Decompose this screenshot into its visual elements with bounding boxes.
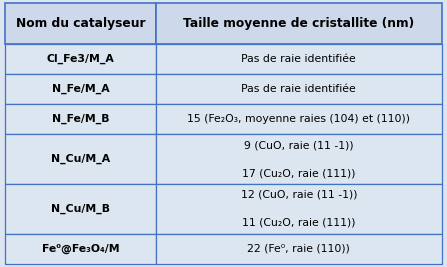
Text: N_Cu/M_A: N_Cu/M_A — [51, 154, 110, 164]
Bar — [156, 74, 442, 104]
Text: 17 (Cu₂O, raie (111)): 17 (Cu₂O, raie (111)) — [242, 168, 355, 178]
Text: N_Fe/M_A: N_Fe/M_A — [52, 84, 110, 94]
Text: Taille moyenne de cristallite (nm): Taille moyenne de cristallite (nm) — [183, 17, 414, 30]
Bar — [156, 3, 442, 44]
Text: 9 (CuO, raie (11 -1)): 9 (CuO, raie (11 -1)) — [244, 140, 354, 150]
Text: N_Fe/M_B: N_Fe/M_B — [52, 114, 110, 124]
Text: 15 (Fe₂O₃, moyenne raies (104) et (110)): 15 (Fe₂O₃, moyenne raies (104) et (110)) — [187, 114, 410, 124]
Text: Pas de raie identifiée: Pas de raie identifiée — [241, 84, 356, 94]
Text: Nom du catalyseur: Nom du catalyseur — [16, 17, 145, 30]
Bar — [5, 104, 156, 134]
Text: 12 (CuO, raie (11 -1)): 12 (CuO, raie (11 -1)) — [240, 190, 357, 200]
Text: Fe⁰@Fe₃O₄/M: Fe⁰@Fe₃O₄/M — [42, 244, 119, 254]
Bar — [5, 134, 156, 184]
Bar — [5, 74, 156, 104]
Bar — [5, 234, 156, 264]
Text: 11 (Cu₂O, raie (111)): 11 (Cu₂O, raie (111)) — [242, 218, 355, 228]
Bar — [5, 44, 156, 74]
Text: 22 (Fe⁰, raie (110)): 22 (Fe⁰, raie (110)) — [247, 244, 350, 254]
Text: Pas de raie identifiée: Pas de raie identifiée — [241, 54, 356, 64]
Bar — [5, 3, 156, 44]
Text: N_Cu/M_B: N_Cu/M_B — [51, 204, 110, 214]
Bar — [156, 44, 442, 74]
Text: Cl_Fe3/M_A: Cl_Fe3/M_A — [47, 54, 114, 64]
Bar — [156, 184, 442, 234]
Bar — [156, 234, 442, 264]
Bar — [5, 184, 156, 234]
Bar — [156, 134, 442, 184]
Bar — [156, 104, 442, 134]
